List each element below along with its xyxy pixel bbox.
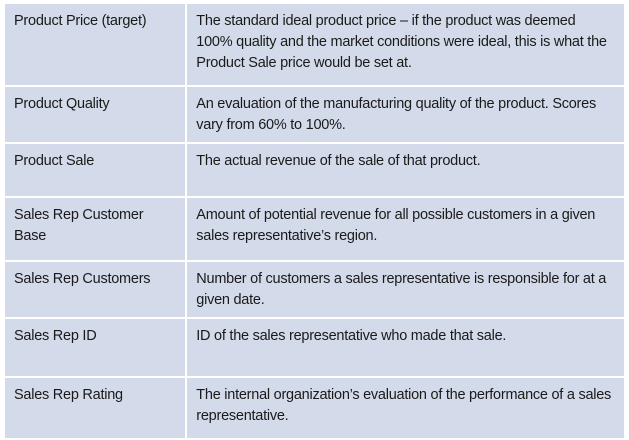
table-row: Product Sale The actual revenue of the s… <box>2 142 626 198</box>
term-cell: Sales Rep Rating <box>2 376 188 440</box>
definition-cell: An evaluation of the manufacturing quali… <box>185 85 626 144</box>
term-cell: Product Quality <box>2 85 188 144</box>
definition-cell: The actual revenue of the sale of that p… <box>185 142 626 198</box>
term-cell: Product Price (target) <box>2 2 188 87</box>
definition-cell: The standard ideal product price – if th… <box>185 2 626 87</box>
definition-cell: The internal organization’s evaluation o… <box>185 376 626 440</box>
table-row: Sales Rep Rating The internal organizati… <box>2 376 626 440</box>
term-cell: Product Sale <box>2 142 188 198</box>
table-row: Product Quality An evaluation of the man… <box>2 85 626 144</box>
term-cell: Sales Rep Customers <box>2 260 188 319</box>
definition-cell: Amount of potential revenue for all poss… <box>185 196 626 262</box>
table-row: Sales Rep Customers Number of customers … <box>2 260 626 319</box>
table-row: Sales Rep ID ID of the sales representat… <box>2 317 626 378</box>
term-cell: Sales Rep Customer Base <box>2 196 188 262</box>
table-row: Product Price (target) The standard idea… <box>2 2 626 87</box>
table-row: Sales Rep Customer Base Amount of potent… <box>2 196 626 262</box>
definition-cell: ID of the sales representative who made … <box>185 317 626 378</box>
term-cell: Sales Rep ID <box>2 317 188 378</box>
definition-cell: Number of customers a sales representati… <box>185 260 626 319</box>
